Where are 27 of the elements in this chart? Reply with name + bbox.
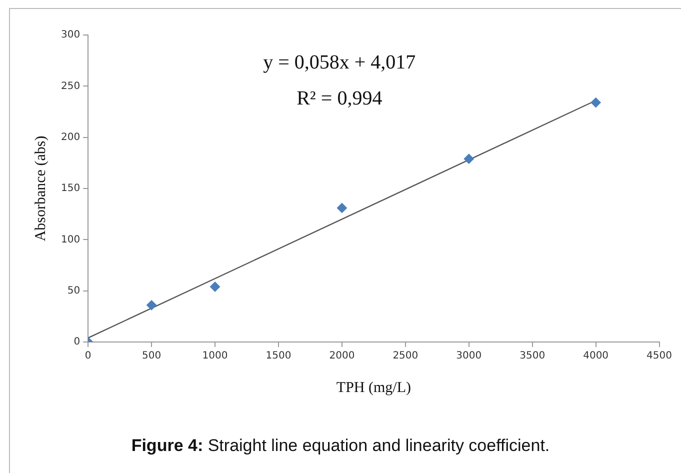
- x-tick-label: 3500: [520, 350, 546, 362]
- point: [210, 282, 220, 292]
- y-tick-label: 300: [60, 30, 80, 41]
- x-tick-label: 2000: [329, 350, 355, 362]
- x-tick-label: 1000: [202, 350, 228, 362]
- x-tick-label: 0: [84, 350, 92, 362]
- y-tick-label: 200: [60, 132, 80, 143]
- y-tick-label: 100: [60, 234, 80, 246]
- point: [464, 154, 474, 164]
- x-tick-label: 500: [142, 350, 162, 362]
- y-tick-label: 50: [67, 285, 80, 296]
- point: [336, 202, 347, 213]
- x-axis-title: TPH (mg/L): [336, 380, 411, 396]
- x-tick-label: 2500: [392, 350, 418, 362]
- annotation: y = 0,058x + 4,017: [263, 51, 416, 74]
- y-tick-label: 150: [60, 183, 80, 194]
- x-tick-label: 4000: [583, 350, 609, 362]
- x-tick-label: 1500: [266, 350, 292, 362]
- annotation: R² = 0,994: [296, 87, 382, 110]
- x-tick-label: 4500: [646, 350, 672, 362]
- y-axis-title: Absorbance (abs): [32, 136, 49, 242]
- x-tick-label: 3000: [456, 350, 482, 362]
- y-tick-label: 0: [74, 336, 80, 348]
- point: [146, 300, 157, 310]
- point: [590, 98, 601, 108]
- caption: Figure 4: Straight line equation and linearity coefficient.: [130, 436, 551, 456]
- y-tick-label: 250: [60, 80, 80, 92]
